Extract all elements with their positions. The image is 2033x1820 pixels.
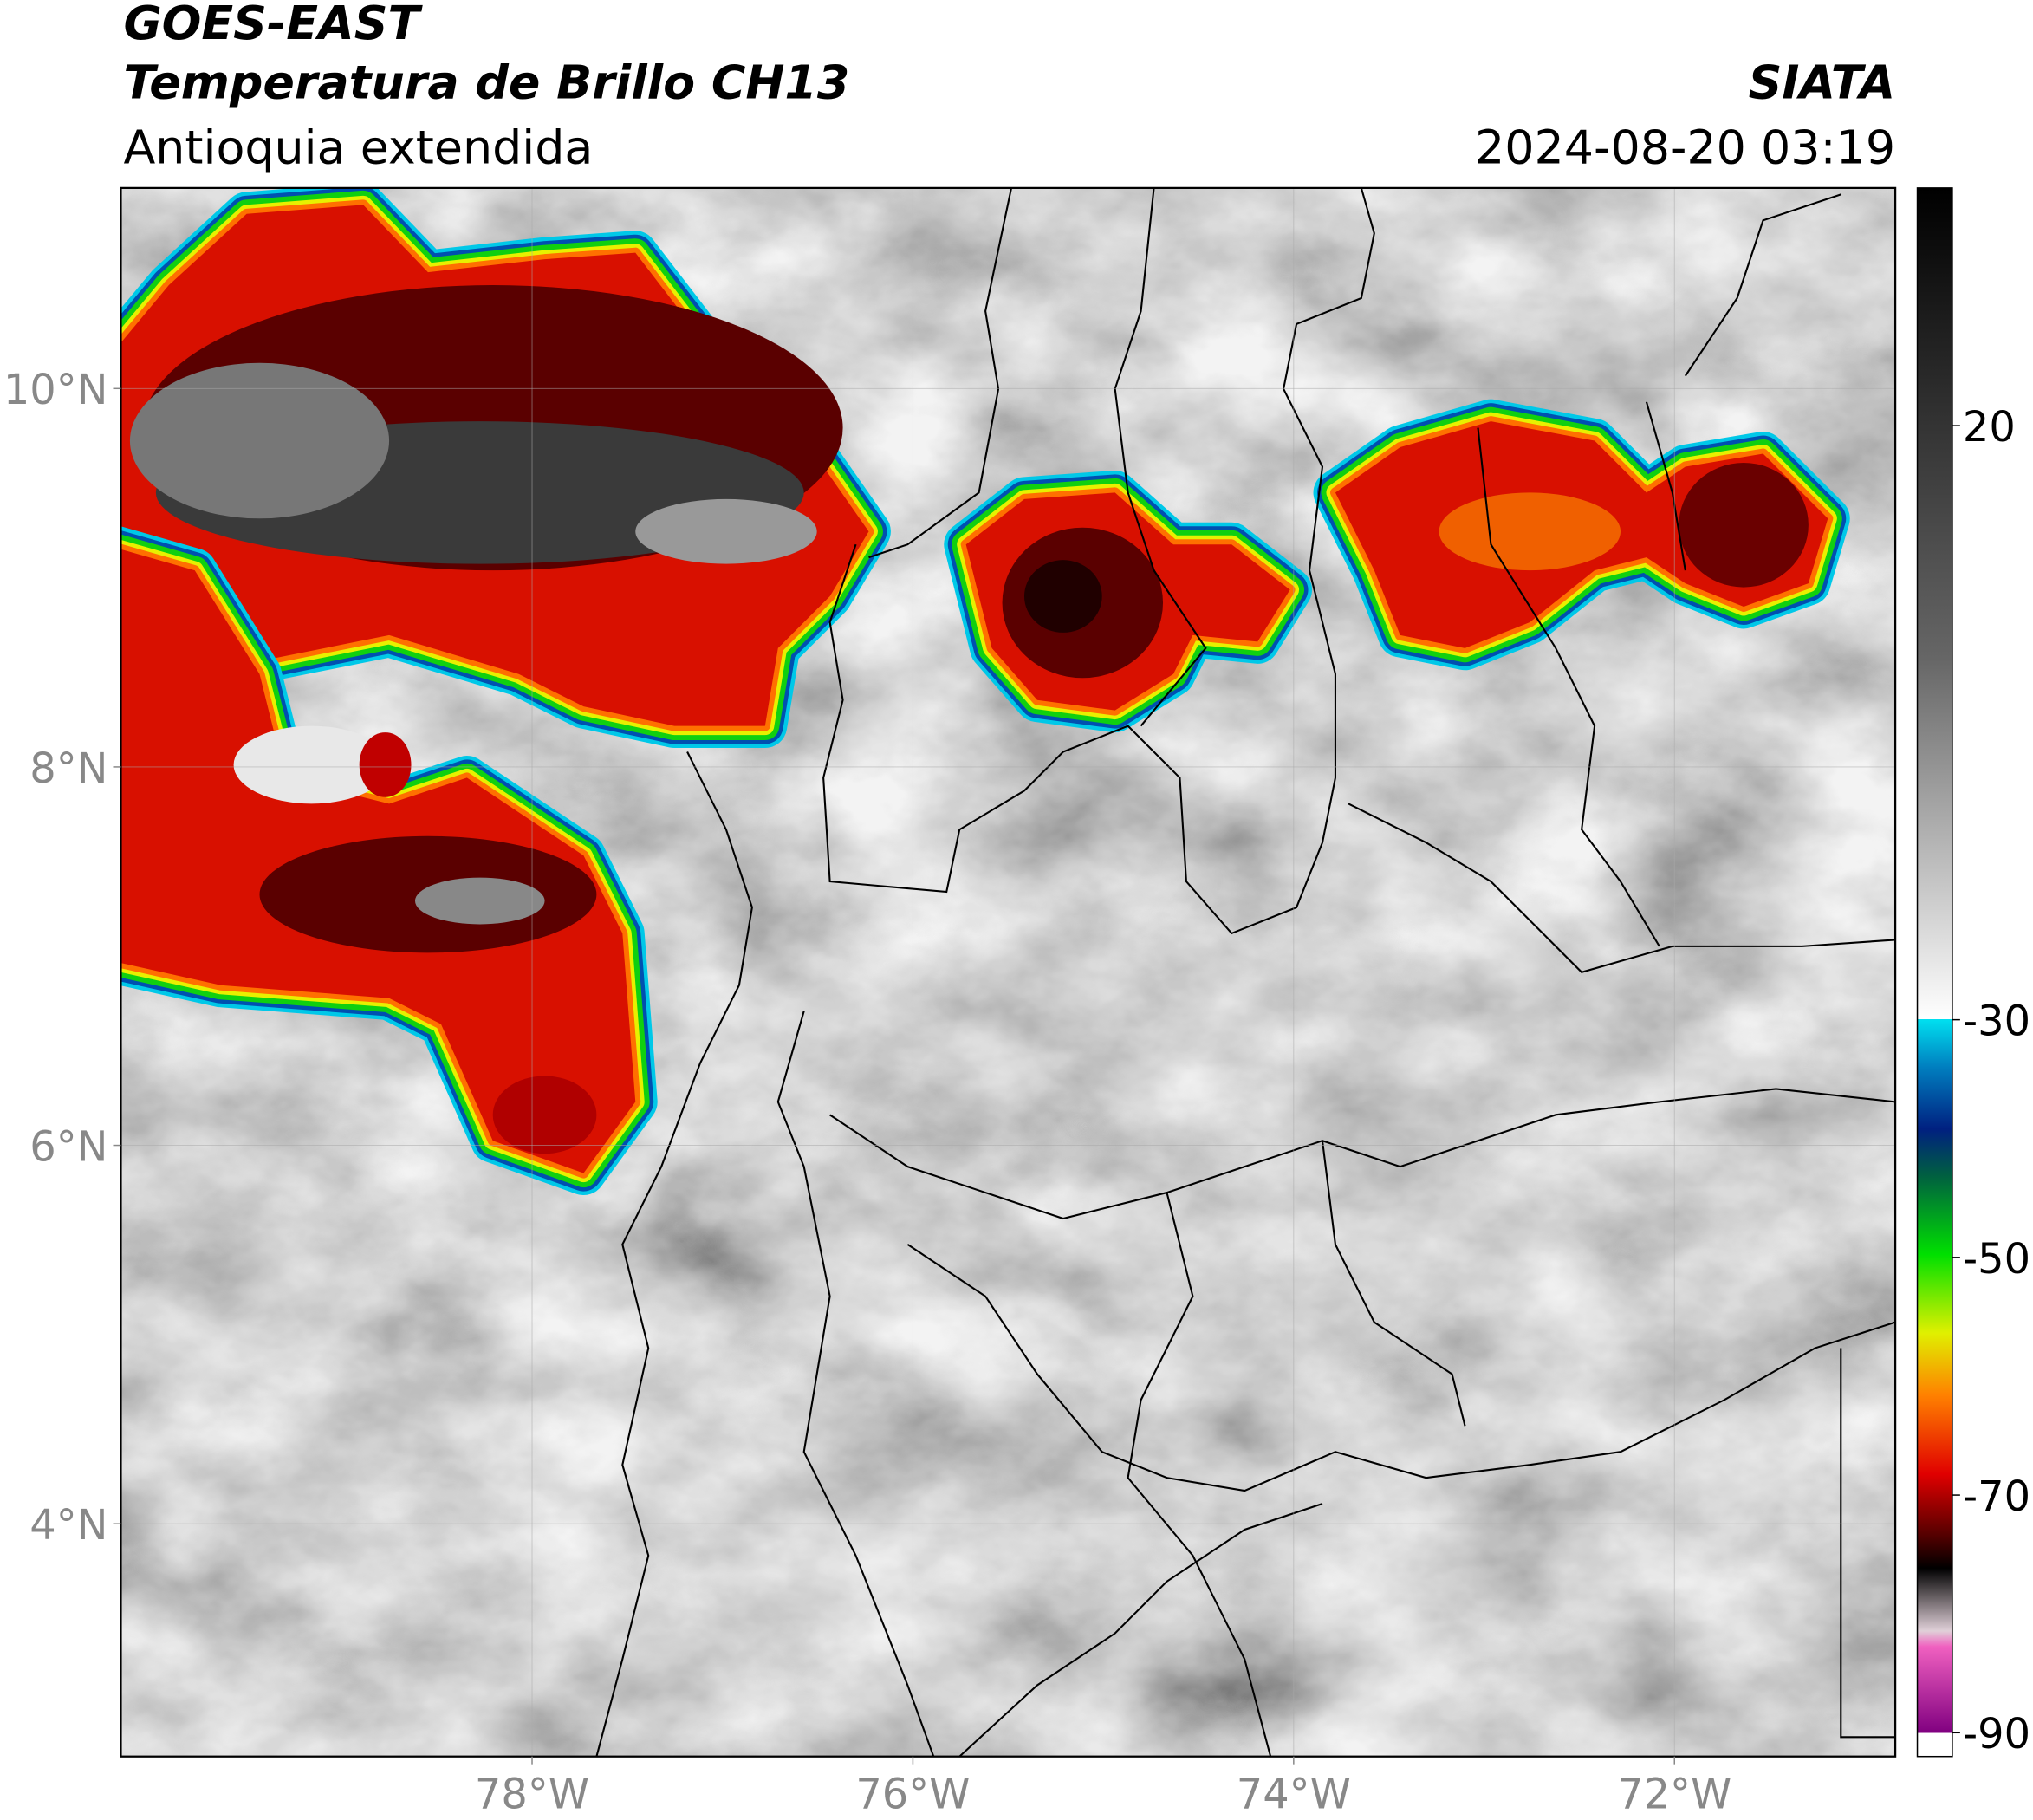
x-tick-label: 72°W — [1617, 1771, 1731, 1819]
colorbar-tick-label: -90 — [1963, 1711, 2030, 1758]
cloud-core — [1679, 462, 1809, 588]
colorbar-tick-label: -70 — [1963, 1473, 2030, 1521]
cloud-core — [359, 732, 412, 797]
x-tick-label: 78°W — [475, 1771, 589, 1819]
axes: 78°W 76°W 74°W 72°W 10°N 8°N 6°N 4°N 20 -30 -50 -70… — [3, 367, 2030, 1818]
cloud-core — [1439, 492, 1621, 571]
cloud-core — [129, 362, 390, 519]
colorbar-tick-label: -30 — [1963, 998, 2030, 1046]
region: Antioquia extendida — [123, 120, 593, 174]
subtitle: Temperatura de Brillo CH13 — [123, 55, 849, 110]
map-frame — [120, 186, 1897, 1758]
y-tick-label: 6°N — [29, 1124, 107, 1172]
datetime: 2024-08-20 03:19 — [1475, 120, 1895, 174]
colorbar-tick-label: -50 — [1963, 1236, 2030, 1284]
cloud-core — [492, 1076, 597, 1154]
storms — [120, 187, 1850, 1196]
cloud-core — [635, 498, 817, 564]
map-image — [120, 187, 1896, 1757]
y-tick-label: 10°N — [3, 367, 108, 414]
y-tick-label: 8°N — [29, 745, 107, 793]
cloud-core — [414, 877, 545, 925]
borders — [595, 187, 1896, 1757]
y-tick-label: 4°N — [29, 1502, 107, 1550]
title: GOES-EAST — [123, 0, 423, 50]
source: SIATA — [1749, 55, 1896, 110]
colorbar — [1916, 187, 1953, 1758]
cloud-core — [233, 725, 390, 804]
cloud-core — [1023, 560, 1102, 633]
x-tick-label: 76°W — [855, 1771, 970, 1819]
grid — [120, 187, 1896, 1757]
colorbar-tick-label: 20 — [1963, 404, 2016, 452]
x-tick-label: 74°W — [1237, 1771, 1351, 1819]
